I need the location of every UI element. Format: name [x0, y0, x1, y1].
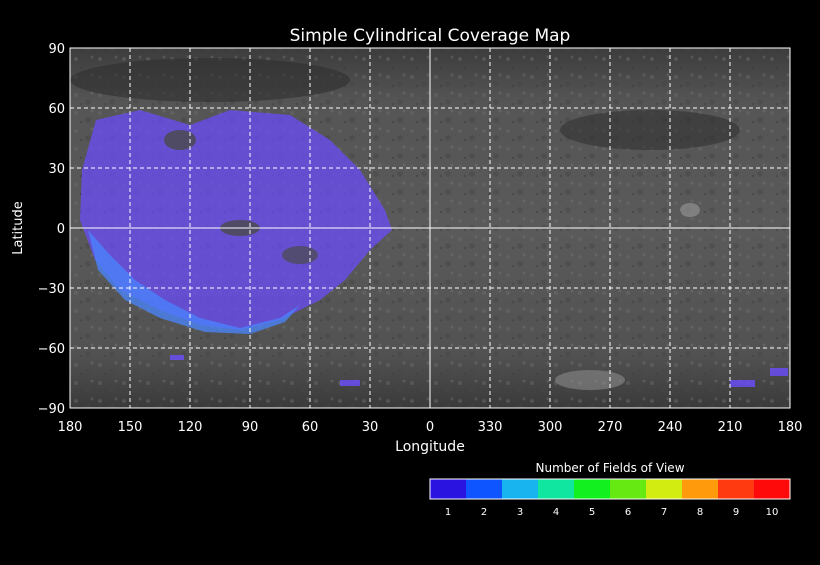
y-tick-label: 0	[57, 222, 65, 237]
legend-label: 3	[517, 507, 523, 518]
coverage-region-1-fov	[80, 110, 392, 330]
coverage-gap	[164, 130, 196, 150]
y-tick-label: −90	[38, 402, 65, 417]
basemap-bright-crater	[555, 370, 625, 390]
legend-label: 10	[766, 507, 779, 518]
legend-swatch	[610, 479, 646, 499]
basemap-dark-region	[560, 110, 740, 150]
x-tick-label: 270	[598, 420, 623, 435]
x-tick-label: 330	[478, 420, 503, 435]
legend-swatch	[430, 479, 466, 499]
y-tick-label: 90	[48, 42, 65, 57]
y-tick-label: −30	[38, 282, 65, 297]
y-axis-label: Latitude	[11, 201, 26, 255]
graticule	[70, 48, 790, 408]
legend-colorbar: 1 2 3 4 5 6 7 8 9 10	[429, 478, 791, 518]
coverage-gap	[282, 246, 318, 264]
x-tick-label: 300	[538, 420, 563, 435]
legend-swatch	[538, 479, 574, 499]
legend-swatch	[466, 479, 502, 499]
legend: Number of Fields of View 1 2 3 4 5 6 7 8 9 10	[429, 461, 791, 518]
legend-label: 6	[625, 507, 631, 518]
y-tick-label: −60	[38, 342, 65, 357]
legend-label: 5	[589, 507, 595, 518]
legend-swatch	[754, 479, 790, 499]
legend-swatch	[502, 479, 538, 499]
coverage-speck	[770, 368, 788, 376]
y-tick-label: 30	[48, 162, 65, 177]
legend-label: 1	[445, 507, 451, 518]
x-axis-ticks: 180 150 120 90 60 30 0 330 300 270 240 210 180	[58, 420, 803, 435]
x-tick-label: 60	[302, 420, 319, 435]
legend-swatch	[682, 479, 718, 499]
legend-swatch	[574, 479, 610, 499]
legend-frame	[429, 478, 791, 500]
x-tick-label: 240	[658, 420, 683, 435]
legend-label: 2	[481, 507, 487, 518]
coverage-speck	[730, 380, 755, 387]
y-tick-label: 60	[48, 102, 65, 117]
x-tick-label: 0	[426, 420, 434, 435]
map-plot-area	[70, 48, 790, 408]
x-tick-label: 90	[242, 420, 259, 435]
legend-label: 8	[697, 507, 703, 518]
map-title: Simple Cylindrical Coverage Map	[290, 26, 571, 46]
legend-title: Number of Fields of View	[535, 461, 684, 475]
x-tick-label: 210	[718, 420, 743, 435]
basemap-dark-region	[70, 58, 350, 102]
coverage-region-2-fov	[88, 230, 300, 334]
basemap-bright-crater	[680, 203, 700, 217]
x-tick-label: 30	[362, 420, 379, 435]
x-tick-label: 180	[778, 420, 803, 435]
legend-label: 4	[553, 507, 559, 518]
coverage-speck	[170, 355, 184, 360]
coverage-speck	[340, 380, 360, 386]
legend-label: 9	[733, 507, 739, 518]
x-tick-label: 120	[178, 420, 203, 435]
x-tick-label: 180	[58, 420, 83, 435]
x-tick-label: 150	[118, 420, 143, 435]
plot-frame	[69, 47, 791, 409]
x-axis-label: Longitude	[395, 439, 465, 455]
y-axis-ticks: 90 60 30 0 −30 −60 −90	[38, 42, 65, 417]
legend-swatch	[718, 479, 754, 499]
legend-label: 7	[661, 507, 667, 518]
legend-swatch	[646, 479, 682, 499]
